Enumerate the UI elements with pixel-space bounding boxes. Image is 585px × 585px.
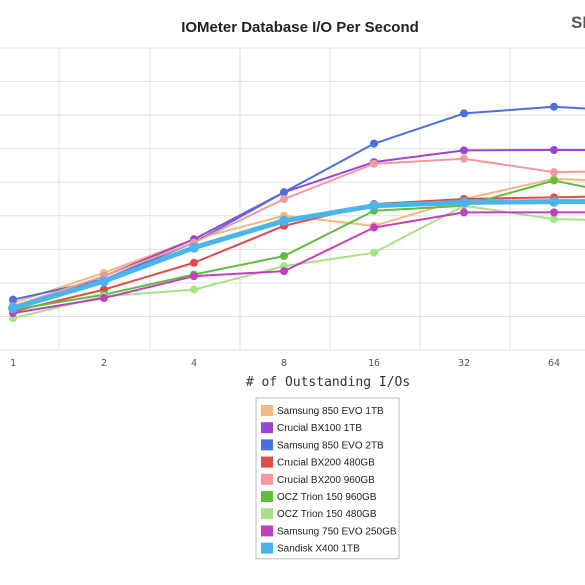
- data-point: [550, 102, 558, 111]
- data-point: [190, 258, 198, 267]
- series-line: [12, 179, 585, 311]
- legend-swatch: [261, 422, 273, 434]
- data-point: [550, 208, 558, 217]
- data-point: [370, 139, 378, 148]
- series-line: [12, 211, 585, 315]
- data-point: [459, 197, 469, 208]
- data-point: [460, 208, 468, 217]
- legend-label: Samsung 850 EVO 2TB: [277, 440, 384, 451]
- legend-swatch: [261, 542, 273, 554]
- legend-swatch: [261, 405, 273, 416]
- data-point: [99, 276, 109, 287]
- legend-label: Crucial BX200 960GB: [277, 475, 375, 486]
- legend-swatch: [261, 456, 273, 468]
- series-7: [9, 208, 585, 318]
- data-point: [550, 176, 558, 185]
- data-point: [190, 272, 198, 281]
- data-point: [8, 303, 18, 314]
- x-tick-label: 8: [281, 358, 287, 369]
- legend-swatch: [261, 439, 273, 451]
- series-layer: [8, 102, 585, 323]
- data-point: [280, 252, 288, 261]
- data-point: [460, 109, 468, 118]
- series-8: [8, 196, 585, 314]
- data-point: [550, 215, 558, 224]
- x-tick-label: 32: [458, 358, 470, 369]
- data-point: [190, 285, 198, 294]
- data-point: [279, 215, 289, 226]
- data-point: [370, 223, 378, 232]
- legend-swatch: [261, 525, 273, 537]
- legend-label: OCZ Trion 150 960GB: [277, 492, 377, 503]
- series-5: [9, 176, 585, 314]
- site-logo: SR: [571, 13, 585, 32]
- data-point: [549, 196, 559, 207]
- legend-label: Sandisk X400 1TB: [277, 544, 360, 555]
- x-tick-label: 16: [368, 358, 380, 369]
- legend: Samsung 850 EVO 1TB Crucial BX100 1TB Sams…: [255, 397, 400, 560]
- data-point: [100, 293, 108, 302]
- series-line: [12, 157, 585, 308]
- series-line: [12, 149, 585, 311]
- x-tick-label: 4: [191, 358, 197, 369]
- series-1: [9, 146, 585, 314]
- data-point: [280, 267, 288, 276]
- series-line: [12, 177, 585, 305]
- legend-box: [255, 397, 400, 560]
- legend-label: Samsung 850 EVO 1TB: [277, 406, 384, 417]
- data-point: [550, 168, 558, 177]
- data-point: [369, 200, 379, 211]
- legend-label: Samsung 750 EVO 250GB: [277, 526, 397, 537]
- x-axis-ticks: 1248163264128: [10, 358, 560, 369]
- series-line: [10, 199, 585, 311]
- x-axis-title: # of Outstanding I/Os: [246, 375, 410, 390]
- legend-label: Crucial BX100 1TB: [277, 423, 362, 434]
- data-point: [370, 248, 378, 257]
- legend-swatch: [261, 473, 273, 485]
- series-4: [9, 154, 585, 311]
- legend-swatch: [261, 508, 273, 520]
- data-point: [460, 154, 468, 163]
- data-point: [9, 295, 17, 304]
- data-point: [370, 159, 378, 168]
- data-point: [550, 146, 558, 155]
- data-point: [189, 242, 199, 253]
- legend-swatch: [261, 491, 273, 502]
- x-tick-label: 1: [10, 358, 16, 369]
- data-point: [280, 195, 288, 203]
- x-tick-label: 2: [101, 358, 107, 369]
- legend-label: Crucial BX200 480GB: [277, 458, 375, 469]
- legend-label: OCZ Trion 150 480GB: [277, 509, 377, 520]
- x-tick-label: 64: [548, 358, 560, 369]
- chart-title: IOMeter Database I/O Per Second: [181, 19, 419, 36]
- data-point: [280, 188, 288, 197]
- data-point: [460, 146, 468, 155]
